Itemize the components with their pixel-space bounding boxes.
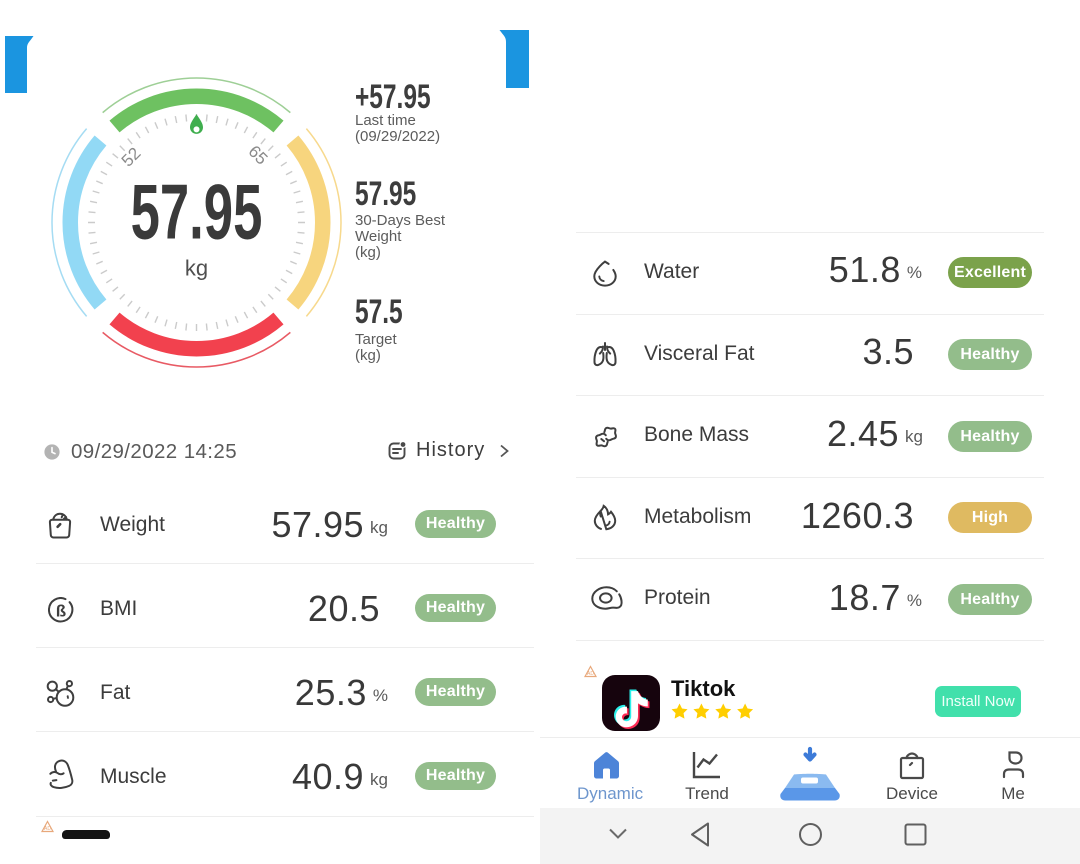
svg-text:AD: AD	[44, 826, 51, 832]
svg-text:ß: ß	[56, 602, 66, 621]
svg-text:kg: kg	[185, 256, 208, 281]
svg-text:57.95: 57.95	[131, 169, 263, 256]
svg-text:AD: AD	[587, 671, 594, 677]
svg-text:65: 65	[244, 142, 271, 169]
